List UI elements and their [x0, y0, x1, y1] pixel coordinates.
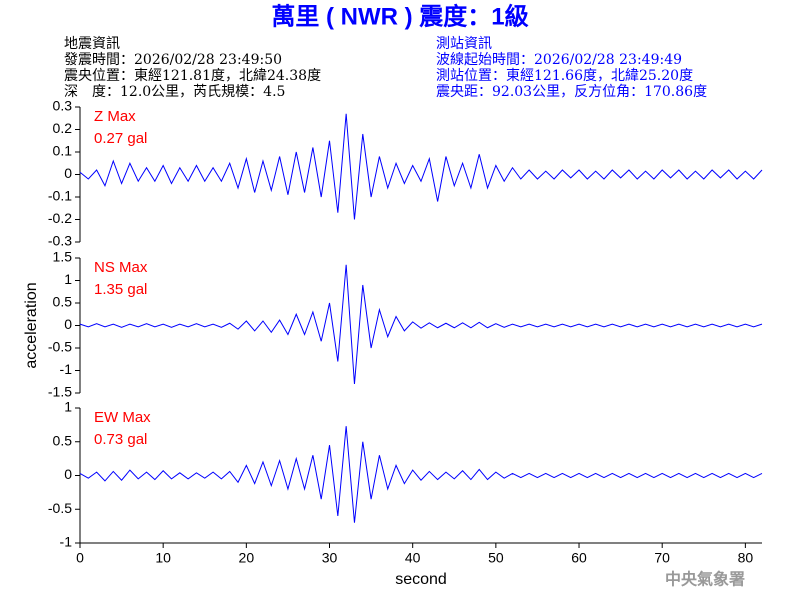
x-tick-label: 60 — [571, 550, 587, 566]
x-tick-label: 40 — [405, 550, 421, 566]
y-tick-label: -1 — [60, 361, 73, 377]
y-tick-label: -0.5 — [48, 500, 72, 516]
x-tick-label: 70 — [654, 550, 670, 566]
y-tick-label: 0 — [64, 466, 72, 482]
y-tick-label: -1 — [60, 534, 73, 550]
x-axis-label: second — [395, 571, 447, 588]
info-line: 發震時間：2026/02/28 23:49:50 — [64, 52, 282, 68]
y-axis-label: acceleration — [23, 282, 40, 368]
y-tick-label: -0.5 — [48, 339, 72, 355]
chart-title: 萬里 ( NWR ) 震度：1級 — [271, 2, 528, 30]
y-tick-label: 0.5 — [53, 294, 73, 310]
y-tick-label: 0 — [64, 316, 72, 332]
y-tick-label: 0.1 — [53, 143, 73, 159]
y-tick-label: 1 — [64, 399, 72, 415]
info-line: 測站資訊 — [436, 36, 492, 52]
x-tick-label: 20 — [239, 550, 255, 566]
footer: 中央氣象署 — [665, 570, 745, 589]
annotation: Z Max — [94, 108, 136, 125]
info-line: 震央距：92.03公里，反方位角：170.86度 — [436, 84, 707, 100]
y-tick-label: 0.3 — [53, 98, 73, 114]
info-line: 測站位置：東經121.66度，北緯25.20度 — [436, 68, 693, 84]
y-tick-label: -1.5 — [48, 384, 72, 400]
y-tick-label: 1 — [64, 271, 72, 287]
y-tick-label: -0.3 — [48, 233, 72, 249]
annotation: 0.73 gal — [94, 431, 147, 448]
y-tick-label: -0.1 — [48, 188, 72, 204]
info-line: 地震資訊 — [64, 36, 120, 52]
annotation: NS Max — [94, 259, 148, 276]
x-tick-label: 0 — [76, 550, 84, 566]
y-tick-label: 0 — [64, 165, 72, 181]
y-tick-label: 0.5 — [53, 432, 73, 448]
x-tick-label: 10 — [155, 550, 171, 566]
y-tick-label: 1.5 — [53, 249, 73, 265]
x-tick-label: 30 — [322, 550, 338, 566]
y-tick-label: 0.2 — [53, 120, 73, 136]
y-tick-label: -0.2 — [48, 210, 72, 226]
annotation: EW Max — [94, 409, 151, 426]
waveform — [79, 113, 763, 220]
annotation: 1.35 gal — [94, 281, 147, 298]
waveform — [79, 426, 763, 523]
waveform — [79, 264, 763, 385]
annotation: 0.27 gal — [94, 130, 147, 147]
info-line: 波線起始時間：2026/02/28 23:49:49 — [436, 52, 682, 68]
x-tick-label: 80 — [738, 550, 754, 566]
info-line: 深 度：12.0公里，芮氏規模：4.5 — [64, 83, 285, 100]
x-tick-label: 50 — [488, 550, 504, 566]
info-line: 震央位置：東經121.81度，北緯24.38度 — [64, 68, 321, 84]
